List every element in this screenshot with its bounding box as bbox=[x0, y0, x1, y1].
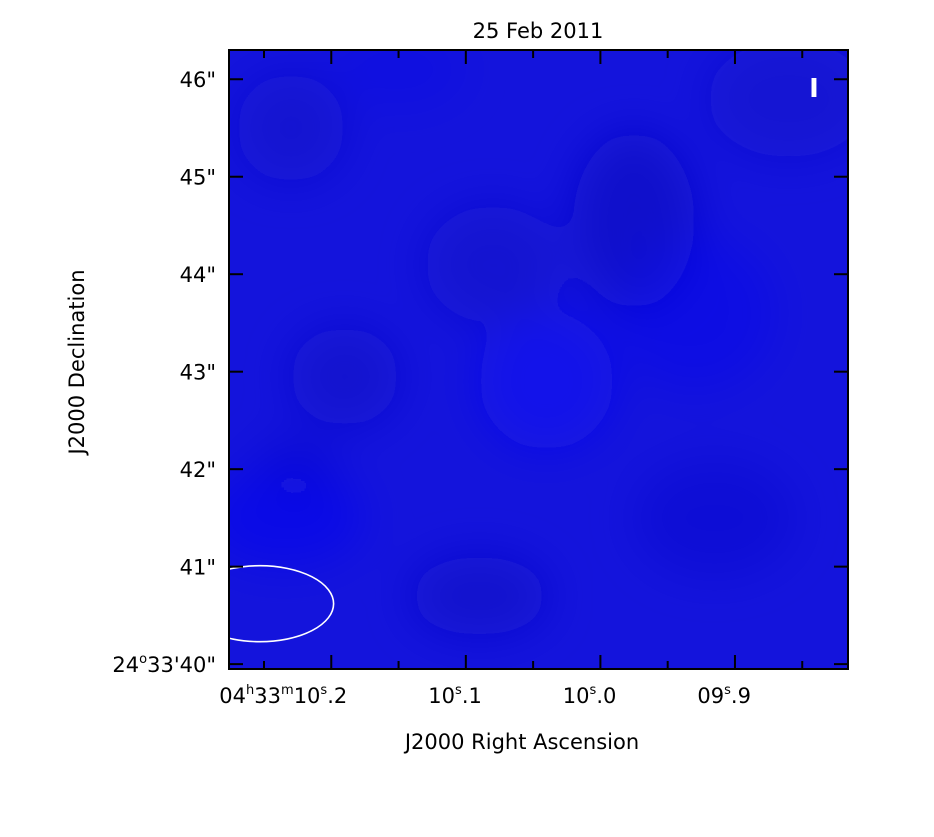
intensity-patch-2 bbox=[425, 206, 560, 323]
plot-area: I bbox=[228, 49, 849, 670]
ra-tick-label-0: 04h33m10s.2 bbox=[219, 683, 347, 708]
intensity-patch-8 bbox=[479, 313, 614, 450]
dec-tick-label-4: 44" bbox=[180, 263, 216, 287]
axis-ticks bbox=[229, 50, 848, 669]
beam-outline bbox=[229, 564, 335, 643]
dec-tick-label-2: 42" bbox=[180, 458, 216, 482]
intensity-patch-7 bbox=[634, 459, 796, 577]
dec-tick-label-3: 43" bbox=[180, 361, 216, 385]
dec-tick-label-1: 41" bbox=[180, 556, 216, 580]
ra-tick-labels: 04h33m10s.2 10s.1 10s.0 09s.9 bbox=[219, 683, 751, 708]
intensity-patch-9 bbox=[613, 235, 776, 392]
intensity-patch-3 bbox=[708, 50, 848, 158]
plot-frame bbox=[228, 49, 849, 670]
intensity-structure bbox=[229, 50, 848, 635]
dec-tick-label-0: 24o33'40" bbox=[112, 652, 216, 677]
ra-tick-label-1: 10s.1 bbox=[428, 683, 482, 708]
intensity-patch-5 bbox=[412, 556, 547, 635]
dec-tick-label-5: 45" bbox=[180, 166, 216, 190]
ra-tick-label-2: 10s.0 bbox=[563, 683, 617, 708]
dec-tick-label-6: 46" bbox=[180, 68, 216, 92]
intensity-patch-11 bbox=[331, 50, 466, 109]
beam-ellipse bbox=[229, 564, 335, 643]
intensity-patch-4 bbox=[290, 327, 399, 426]
intensity-patch-10 bbox=[229, 469, 365, 567]
ra-tick-label-3: 09s.9 bbox=[697, 683, 751, 708]
stokes-label: I bbox=[809, 74, 819, 104]
dec-tick-labels: 24o33'40" 41" 42" 43" 44" 45" 46" bbox=[112, 68, 216, 677]
y-axis-label: J2000 Declination bbox=[65, 269, 89, 456]
chart-title: 25 Feb 2011 bbox=[473, 19, 604, 43]
x-axis-label: J2000 Right Ascension bbox=[403, 730, 639, 754]
intensity-patch-0 bbox=[237, 74, 345, 182]
